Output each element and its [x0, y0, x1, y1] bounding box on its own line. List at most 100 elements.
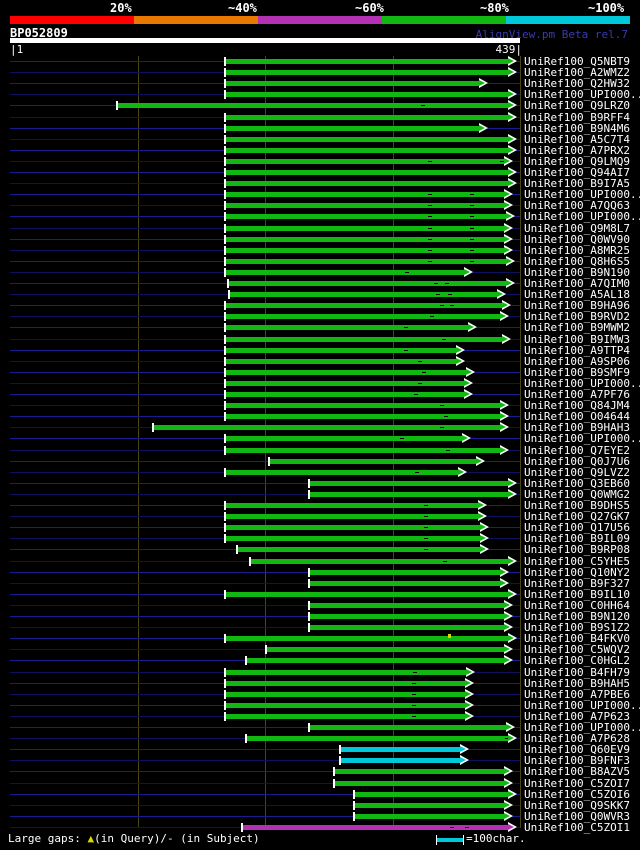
hit-row[interactable]: UniRef100_B9N4M6 — [0, 121, 640, 135]
hsp-bar[interactable] — [310, 569, 503, 575]
hit-accession-label[interactable]: UniRef100_B9HAH5 — [524, 676, 630, 690]
hit-accession-label[interactable]: UniRef100_Q94AI7 — [524, 166, 630, 179]
hit-accession-label[interactable]: UniRef100_A7PF76 — [524, 388, 630, 401]
hit-accession-label[interactable]: UniRef100_A2WMZ2 — [524, 66, 630, 80]
hit-accession-label[interactable]: UniRef100_B9S1Z2 — [524, 621, 630, 635]
hit-accession-label[interactable]: UniRef100_Q0WMG2 — [524, 487, 630, 501]
hit-row[interactable]: UniRef100_C5ZOI1 — [0, 821, 640, 834]
hit-accession-label[interactable]: UniRef100_B9N4M6 — [524, 121, 630, 135]
hit-row[interactable]: UniRef100_Q10NY2 — [0, 565, 640, 579]
hit-accession-label[interactable]: UniRef100_A5C7T4 — [524, 132, 630, 146]
hsp-bar[interactable] — [226, 81, 482, 87]
hit-accession-label[interactable]: UniRef100_B9I7A5 — [524, 177, 630, 191]
hit-accession-label[interactable]: UniRef100_Q9LRZ0 — [524, 99, 630, 113]
hsp-bar[interactable] — [341, 747, 463, 753]
hsp-bar[interactable] — [226, 203, 507, 209]
hit-accession-label[interactable]: UniRef100_Q10NY2 — [524, 565, 630, 579]
hsp-bar[interactable] — [226, 447, 503, 453]
hit-accession-label[interactable]: UniRef100_B9MWM2 — [524, 321, 630, 335]
hsp-bar[interactable] — [226, 591, 511, 597]
hit-row[interactable]: UniRef100_C5ZOI6 — [0, 787, 640, 801]
hit-row[interactable]: UniRef100_B9F327 — [0, 577, 640, 590]
hit-row[interactable]: UniRef100_UPI000.. — [0, 721, 640, 734]
hsp-bar[interactable] — [247, 736, 511, 742]
hit-row[interactable]: UniRef100_A9SP06 — [0, 354, 640, 368]
hit-row[interactable]: UniRef100_B9I7A5 — [0, 177, 640, 191]
hsp-bar[interactable] — [226, 525, 483, 531]
hsp-bar[interactable] — [335, 780, 507, 786]
hit-row[interactable]: UniRef100_A7QQ63 — [0, 199, 640, 213]
hit-row[interactable]: UniRef100_A7PBE6 — [0, 688, 640, 701]
hit-row[interactable]: UniRef100_A5AL18 — [0, 288, 640, 301]
hit-row[interactable]: UniRef100_B9FNF3 — [0, 754, 640, 767]
hsp-bar[interactable] — [118, 103, 511, 109]
hit-accession-label[interactable]: UniRef100_UPI000.. — [524, 721, 640, 734]
hit-accession-label[interactable]: UniRef100_B9HA96 — [524, 299, 630, 313]
hit-accession-label[interactable]: UniRef100_B8AZV5 — [524, 765, 630, 779]
hsp-bar[interactable] — [226, 369, 469, 375]
hsp-bar[interactable] — [226, 514, 481, 520]
hit-row[interactable]: UniRef100_A7PF76 — [0, 388, 640, 401]
hit-row[interactable]: UniRef100_B4FH79 — [0, 665, 640, 679]
hit-row[interactable]: UniRef100_Q27GK7 — [0, 510, 640, 524]
hit-accession-label[interactable]: UniRef100_UPI000.. — [524, 88, 640, 102]
hit-row[interactable]: UniRef100_A8MR25 — [0, 243, 640, 257]
hit-accession-label[interactable]: UniRef100_UPI000.. — [524, 188, 640, 202]
hit-row[interactable]: UniRef100_B9HAH5 — [0, 676, 640, 690]
hsp-bar[interactable] — [226, 636, 511, 642]
hsp-bar[interactable] — [310, 614, 507, 619]
hit-row[interactable]: UniRef100_C0HGL2 — [0, 654, 640, 667]
hit-accession-label[interactable]: UniRef100_A7QQ63 — [524, 199, 630, 213]
hit-accession-label[interactable]: UniRef100_Q27GK7 — [524, 510, 630, 524]
hit-accession-label[interactable]: UniRef100_UPI000.. — [524, 698, 640, 712]
hit-row[interactable]: UniRef100_Q2HW32 — [0, 77, 640, 90]
hit-row[interactable]: UniRef100_UPI000.. — [0, 210, 640, 223]
hsp-bar[interactable] — [226, 669, 469, 675]
hit-row[interactable]: UniRef100_Q8H6S5 — [0, 255, 640, 268]
hit-row[interactable]: UniRef100_B9S1Z2 — [0, 621, 640, 635]
hsp-bar[interactable] — [226, 358, 459, 364]
hit-row[interactable]: UniRef100_C0HH64 — [0, 599, 640, 612]
hit-accession-label[interactable]: UniRef100_A8MR25 — [524, 243, 630, 257]
hit-row[interactable]: UniRef100_Q0WV90 — [0, 233, 640, 246]
hit-row[interactable]: UniRef100_B9HAH3 — [0, 421, 640, 434]
hsp-bar[interactable] — [226, 247, 507, 253]
hit-row[interactable]: UniRef100_Q9LMQ9 — [0, 155, 640, 168]
hit-row[interactable]: UniRef100_B9N190 — [0, 266, 640, 279]
hit-row[interactable]: UniRef100_UPI000.. — [0, 88, 640, 102]
hit-row[interactable]: UniRef100_B9RFF4 — [0, 111, 640, 124]
hsp-bar[interactable] — [355, 813, 507, 819]
hsp-bar[interactable] — [226, 136, 511, 142]
hsp-bar[interactable] — [226, 691, 468, 697]
hit-accession-label[interactable]: UniRef100_B4FH79 — [524, 665, 630, 679]
hsp-bar[interactable] — [247, 658, 507, 664]
hit-accession-label[interactable]: UniRef100_A9SP06 — [524, 354, 630, 368]
hsp-bar[interactable] — [341, 758, 463, 764]
hsp-bar[interactable] — [251, 558, 511, 564]
hit-row[interactable]: UniRef100_B9IL10 — [0, 588, 640, 601]
hit-accession-label[interactable]: UniRef100_Q0WVR3 — [524, 809, 630, 823]
hit-row[interactable]: UniRef100_B9IMW3 — [0, 333, 640, 346]
hit-row[interactable]: UniRef100_Q84JM4 — [0, 399, 640, 412]
hsp-bar[interactable] — [226, 59, 511, 64]
hsp-bar[interactable] — [226, 192, 507, 198]
hit-accession-label[interactable]: UniRef100_C5ZOI6 — [524, 787, 630, 801]
hsp-bar[interactable] — [226, 469, 461, 475]
hit-accession-label[interactable]: UniRef100_A7PRX2 — [524, 143, 630, 157]
hit-accession-label[interactable]: UniRef100_C5ZOI7 — [524, 776, 630, 790]
hit-row[interactable]: UniRef100_A7P628 — [0, 732, 640, 745]
hit-row[interactable]: UniRef100_UPI000.. — [0, 377, 640, 390]
hsp-bar[interactable] — [226, 181, 511, 187]
hsp-bar[interactable] — [226, 403, 503, 409]
hit-row[interactable]: UniRef100_Q9LRZ0 — [0, 99, 640, 113]
hit-row[interactable]: UniRef100_B9IL09 — [0, 532, 640, 545]
hsp-bar[interactable] — [310, 725, 509, 730]
hit-accession-label[interactable]: UniRef100_Q17U56 — [524, 521, 630, 535]
hsp-bar[interactable] — [310, 580, 503, 586]
hit-accession-label[interactable]: UniRef100_B9RVD2 — [524, 310, 630, 324]
hit-row[interactable]: UniRef100_B9MWM2 — [0, 321, 640, 335]
hsp-bar[interactable] — [226, 158, 507, 164]
hit-accession-label[interactable]: UniRef100_Q5NBT9 — [524, 55, 630, 68]
hit-accession-label[interactable]: UniRef100_C5YHE5 — [524, 554, 630, 568]
hit-row[interactable]: UniRef100_A2WMZ2 — [0, 66, 640, 80]
